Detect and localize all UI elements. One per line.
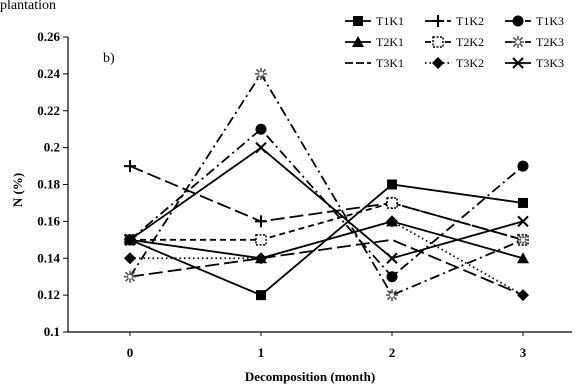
- legend-item-t1k3: T1K3: [505, 14, 564, 28]
- data-point-t2k3: [521, 237, 525, 242]
- data-point-t1k3: [255, 123, 267, 135]
- legend-label: T3K3: [536, 56, 564, 70]
- data-point-t3k3: [124, 234, 136, 246]
- legend-marker: [512, 57, 524, 69]
- y-tick-label: 0.14: [37, 250, 60, 265]
- data-point-t1k3: [517, 160, 529, 172]
- series-line-t2k3: [129, 72, 524, 297]
- data-point-t2k3: [390, 293, 394, 298]
- axes: 0.1 0.12 0.14 0.16 0.18 0.2 0.22 0.24 0.26 0 1 2 3: [37, 29, 572, 360]
- series-line-t3k2: [130, 220, 524, 296]
- legend-item-t3k3: T3K3: [505, 56, 564, 70]
- series-line-t2k2: [130, 202, 524, 241]
- data-point-t1k1: [518, 197, 528, 208]
- data-point-t2k2: [255, 234, 267, 246]
- data-point-t2k3: [259, 71, 263, 76]
- legend-item-t3k2: T3K2: [425, 56, 484, 70]
- series-t3k2: [124, 215, 529, 302]
- y-tick-label: 0.12: [37, 287, 60, 302]
- x-tick-label: 3: [520, 345, 527, 360]
- series-line-t1k3: [129, 127, 524, 278]
- legend-marker: [512, 15, 524, 27]
- y-tick-label: 0.16: [37, 213, 60, 228]
- x-axis-title: Decomposition (month): [245, 369, 375, 384]
- data-point-t1k2: [255, 215, 267, 228]
- legend-item-t2k1: T2K1: [345, 35, 404, 49]
- data-point-t3k2: [386, 215, 398, 228]
- data-point-t3k3: [386, 252, 398, 264]
- y-tick-label: 0.26: [37, 29, 60, 44]
- data-point-t1k1: [256, 290, 266, 301]
- legend-marker: [353, 16, 363, 26]
- series-layer: [124, 67, 529, 302]
- data-point-t1k2: [124, 160, 136, 173]
- y-tick-label: 0.24: [37, 66, 60, 81]
- legend-label: T1K1: [376, 14, 404, 28]
- legend-marker: [516, 40, 520, 44]
- caption-fragment: plantation: [0, 0, 56, 13]
- legend-marker: [432, 36, 444, 48]
- x-tick-label: 0: [127, 345, 134, 360]
- x-tick-label: 2: [389, 345, 396, 360]
- y-axis-title: N (%): [10, 173, 25, 207]
- panel-label: b): [103, 51, 115, 66]
- legend-label: T3K2: [456, 56, 484, 70]
- legend-marker: [432, 57, 444, 69]
- legend-label: T3K1: [376, 56, 404, 70]
- data-point-t2k2: [386, 197, 398, 209]
- legend-item-t2k2: T2K2: [425, 35, 484, 49]
- data-point-t1k3: [386, 271, 398, 283]
- data-point-t2k1: [517, 252, 529, 264]
- data-point-t3k3: [255, 141, 267, 154]
- data-point-t1k1: [387, 179, 397, 190]
- legend-label: T1K3: [536, 14, 564, 28]
- y-tick-label: 0.2: [44, 140, 60, 155]
- legend-item-t3k1: T3K1: [345, 56, 404, 70]
- legend-item-t2k3: T2K3: [505, 35, 564, 49]
- data-point-t3k3: [517, 215, 529, 228]
- series-t3k3: [124, 141, 529, 264]
- legend-label: T2K1: [376, 35, 404, 49]
- data-point-t3k2: [517, 289, 529, 302]
- series-line-t3k3: [129, 146, 524, 260]
- legend-marker: [432, 15, 444, 27]
- series-t2k3: [124, 67, 529, 302]
- x-tick-label: 1: [258, 345, 265, 360]
- legend-item-t1k1: T1K1: [345, 14, 404, 28]
- y-tick-label: 0.18: [37, 177, 60, 192]
- y-tick-label: 0.1: [44, 324, 60, 339]
- y-tick-label: 0.22: [37, 103, 60, 118]
- legend-label: T2K3: [536, 35, 564, 49]
- data-point-t2k3: [128, 274, 132, 279]
- legend-label: T2K2: [456, 35, 484, 49]
- legend-label: T1K2: [456, 14, 484, 28]
- data-point-t3k2: [124, 252, 136, 265]
- legend-marker: [352, 36, 364, 47]
- data-point-t3k2: [255, 252, 267, 265]
- legend: T1K1 T2K1 T3K1 T1K2 T2K2 T3K2 T1K3 T2K3 T3K3: [345, 14, 564, 70]
- legend-item-t1k2: T1K2: [425, 14, 484, 28]
